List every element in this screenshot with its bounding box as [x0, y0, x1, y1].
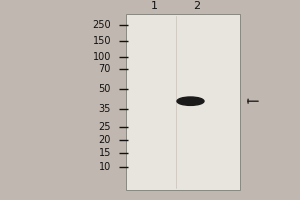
Text: 20: 20	[99, 135, 111, 145]
Text: 70: 70	[99, 64, 111, 74]
FancyBboxPatch shape	[126, 14, 240, 190]
Text: 35: 35	[99, 104, 111, 114]
Text: 250: 250	[92, 20, 111, 30]
Text: 10: 10	[99, 162, 111, 172]
Text: 100: 100	[93, 52, 111, 62]
Text: 1: 1	[151, 1, 158, 11]
Text: 150: 150	[92, 36, 111, 46]
Text: 50: 50	[99, 84, 111, 94]
Text: 2: 2	[193, 1, 200, 11]
Text: 15: 15	[99, 148, 111, 158]
Text: 25: 25	[98, 122, 111, 132]
Ellipse shape	[177, 97, 204, 105]
